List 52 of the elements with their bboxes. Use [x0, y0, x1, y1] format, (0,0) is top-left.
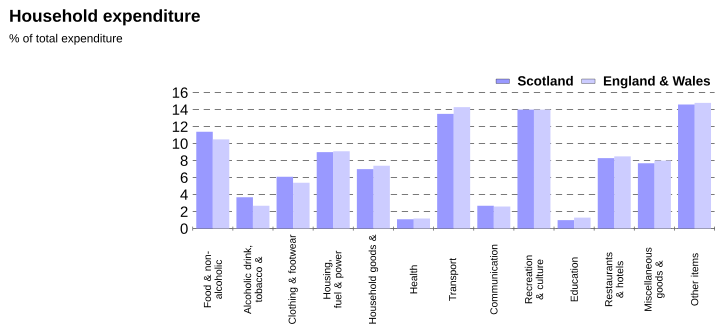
bar [437, 114, 454, 228]
bar [694, 102, 712, 228]
x-tick-label: Restaurants & hotels [605, 252, 624, 306]
x-tick-label: Miscellaneous goods & [644, 247, 665, 311]
bar [454, 106, 470, 228]
y-tick-label: 0 [180, 223, 188, 234]
bar [293, 182, 310, 228]
x-tick-label: Alcoholic drink, tobacco & [244, 246, 262, 314]
bar [397, 219, 414, 228]
x-tick-label: Transport [449, 258, 458, 301]
bar [333, 151, 350, 228]
y-tick-label: 16 [172, 87, 188, 98]
y-tick-label: 4 [180, 189, 188, 200]
bar [574, 217, 591, 228]
bar [276, 176, 294, 228]
y-tick-label: 12 [172, 121, 188, 132]
x-tick-label: Other items [690, 253, 698, 306]
bar [678, 104, 695, 228]
y-tick-label: 2 [180, 206, 188, 217]
y-tick-label: 8 [180, 155, 188, 166]
x-tick-label: Communication [490, 244, 498, 314]
bar [494, 206, 510, 228]
y-tick-label: 10 [172, 138, 188, 149]
bar [236, 196, 253, 228]
bar [614, 156, 631, 228]
x-tick-label: Housing, fuel & power [322, 250, 344, 308]
bar [598, 158, 614, 228]
bar [638, 162, 654, 228]
bar [373, 166, 390, 228]
bar [517, 109, 534, 228]
bar [534, 109, 550, 228]
y-tick-label: 14 [172, 104, 188, 115]
bar [316, 152, 334, 228]
x-tick-label: Education [570, 257, 578, 302]
bar [196, 132, 213, 228]
x-tick-label: Health [410, 265, 418, 294]
x-tick-label: Recreation & culture [524, 255, 544, 304]
text: % of total expenditure [9, 34, 122, 45]
legend-label: Scotland [518, 76, 573, 86]
bar [558, 220, 574, 228]
legend-label: England & Wales [604, 76, 710, 88]
bar [654, 160, 671, 228]
chart-title: Household expenditure [10, 9, 200, 26]
bar [212, 139, 230, 228]
x-tick-label: Food & non-alcoholic [204, 251, 222, 307]
y-tick-label: 6 [180, 172, 188, 183]
x-tick-label: Household goods & [368, 234, 378, 324]
bar [356, 168, 374, 228]
bar [252, 205, 270, 228]
x-tick-label: Clothing & footwear [288, 234, 298, 324]
bar [414, 218, 430, 228]
bar [477, 205, 494, 228]
